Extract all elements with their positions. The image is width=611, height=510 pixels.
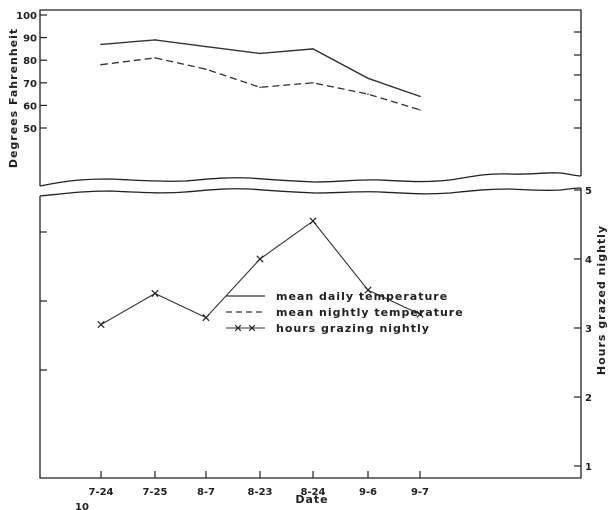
point-hours-grazing-nightly bbox=[151, 289, 159, 298]
top-panel-frame bbox=[39, 9, 582, 186]
right-tick-label: 2 bbox=[585, 393, 592, 404]
point-hours-grazing-nightly bbox=[309, 217, 317, 225]
point-mean-daily-temperature bbox=[419, 95, 421, 98]
left-axis-label: Degrees Fahrenheit bbox=[7, 28, 20, 168]
right-tick-label: 5 bbox=[585, 186, 592, 197]
left-tick-label: 50 bbox=[23, 124, 37, 135]
axis-break-wave-bottom bbox=[39, 187, 582, 197]
series-layer bbox=[97, 39, 424, 329]
point-mean-nightly-temperature bbox=[259, 86, 261, 89]
left-y-axis: 50 60 70 80 90 100 bbox=[16, 11, 47, 371]
x-tick-label: 8-24 bbox=[300, 487, 325, 498]
point-hours-grazing-nightly bbox=[364, 286, 372, 294]
point-mean-daily-temperature bbox=[259, 52, 261, 55]
left-tick-label: 60 bbox=[23, 101, 37, 112]
axis-break-wave-top bbox=[39, 172, 582, 187]
legend-label: mean nightly temperature bbox=[276, 306, 464, 319]
point-mean-daily-temperature bbox=[154, 39, 156, 41]
x-tick-label: 8-7 bbox=[197, 487, 215, 498]
left-tick-label: 100 bbox=[16, 11, 37, 22]
right-tick-label: 1 bbox=[585, 462, 592, 473]
point-mean-daily-temperature bbox=[205, 45, 207, 48]
x-axis: 7-24 7-25 8-7 8-23 8-24 9-6 9-7 bbox=[88, 471, 429, 498]
legend-label: mean daily temperature bbox=[276, 290, 448, 303]
point-mean-nightly-temperature bbox=[419, 109, 421, 111]
x-tick-label: 9-6 bbox=[359, 487, 377, 498]
point-mean-nightly-temperature bbox=[154, 57, 156, 59]
x-tick-label: 9-7 bbox=[411, 487, 429, 498]
x-axis-label: Date bbox=[295, 493, 328, 506]
legend-symbol-x bbox=[234, 324, 242, 332]
point-mean-nightly-temperature bbox=[100, 63, 102, 66]
x-tick-label: 8-23 bbox=[247, 487, 272, 498]
point-hours-grazing-nightly bbox=[97, 320, 105, 329]
point-mean-nightly-temperature bbox=[367, 93, 369, 95]
point-mean-daily-temperature bbox=[100, 43, 102, 46]
legend-item: mean daily temperature bbox=[226, 290, 448, 303]
point-hours-grazing-nightly bbox=[416, 310, 424, 318]
legend-label: hours grazing nightly bbox=[276, 322, 430, 335]
left-tick-label: 70 bbox=[23, 79, 37, 90]
x-tick-label: 7-24 bbox=[88, 487, 113, 498]
x-tick-label: 7-25 bbox=[142, 487, 167, 498]
point-hours-grazing-nightly bbox=[256, 255, 264, 263]
page-number: 10 bbox=[75, 502, 89, 510]
point-mean-nightly-temperature bbox=[312, 82, 314, 84]
legend: mean daily temperature mean nightly tempe… bbox=[226, 290, 464, 335]
point-hours-grazing-nightly bbox=[202, 314, 210, 322]
left-tick-label: 80 bbox=[23, 56, 37, 67]
left-tick-label: 90 bbox=[23, 34, 37, 45]
series-mean-nightly-temperature bbox=[100, 57, 421, 111]
legend-item: hours grazing nightly bbox=[226, 322, 430, 335]
legend-item: mean nightly temperature bbox=[226, 306, 464, 319]
right-tick-label: 3 bbox=[585, 324, 592, 335]
chart-frame bbox=[39, 9, 582, 479]
right-tick-label: 4 bbox=[585, 255, 592, 266]
point-mean-nightly-temperature bbox=[205, 68, 207, 71]
bottom-panel-frame bbox=[39, 188, 582, 479]
point-mean-daily-temperature bbox=[312, 48, 314, 50]
point-mean-daily-temperature bbox=[367, 77, 369, 80]
right-axis-label: Hours grazed nightly bbox=[595, 225, 608, 375]
legend-symbol-x bbox=[248, 324, 256, 332]
right-y-axis: 1 2 3 4 5 bbox=[574, 31, 592, 473]
